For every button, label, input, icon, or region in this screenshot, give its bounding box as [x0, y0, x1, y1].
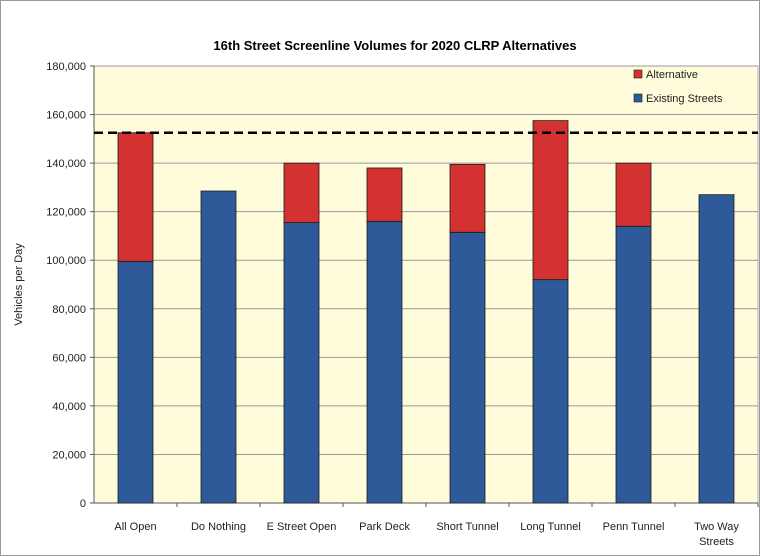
x-tick-label: Do Nothing: [191, 521, 246, 533]
legend-swatch: [633, 93, 643, 103]
bar-existing-streets: [698, 194, 735, 504]
bar-alternative: [615, 162, 652, 227]
x-tick-label: Penn Tunnel: [603, 521, 665, 533]
bar-alternative: [283, 162, 320, 223]
y-axis-label: Vehicles per Day: [13, 243, 25, 326]
x-tick-label-line: Streets: [699, 536, 734, 548]
x-tick-label-line: Two Way: [694, 521, 739, 533]
y-tick-label: 0: [80, 498, 86, 510]
legend-swatch: [633, 69, 643, 79]
x-tick-label-line: Long Tunnel: [520, 521, 581, 533]
y-tick-label: 40,000: [52, 401, 86, 413]
y-tick-label: 140,000: [46, 158, 86, 170]
y-tick-label: 100,000: [46, 255, 86, 267]
bar-existing-streets: [366, 220, 403, 504]
bar-alternative: [117, 132, 154, 262]
x-tick-label-line: Short Tunnel: [436, 521, 498, 533]
x-tick-label-line: Do Nothing: [191, 521, 246, 533]
x-tick-label: Long Tunnel: [520, 521, 581, 533]
bar-existing-streets: [449, 231, 486, 504]
x-tick-label: E Street Open: [267, 521, 337, 533]
x-tick-label-line: E Street Open: [267, 521, 337, 533]
y-tick-label: 60,000: [52, 352, 86, 364]
bar-existing-streets: [283, 222, 320, 504]
y-tick-label: 80,000: [52, 304, 86, 316]
bar-existing-streets: [200, 190, 237, 504]
bar-alternative: [532, 120, 569, 281]
plot-area: 0 20,000 40,000 60,000 80,000 100,000 120,000 1…: [46, 61, 759, 548]
bar-existing-streets: [532, 279, 569, 504]
y-tick-label: 160,000: [46, 110, 86, 122]
x-tick-label: Park Deck: [359, 521, 410, 533]
bar-alternative: [366, 167, 403, 222]
bar-existing-streets: [615, 225, 652, 504]
x-tick-label-line: Penn Tunnel: [603, 521, 665, 533]
x-tick-label: Short Tunnel: [436, 521, 498, 533]
legend-label: Existing Streets: [646, 93, 723, 105]
y-tick-label: 120,000: [46, 207, 86, 219]
legend-label: Alternative: [646, 69, 698, 81]
y-tick-label: 20,000: [52, 449, 86, 461]
bar-existing-streets: [117, 261, 154, 504]
x-tick-label: All Open: [114, 521, 156, 533]
legend: Alternative Existing Streets: [633, 69, 723, 105]
chart-title: 16th Street Screenline Volumes for 2020 …: [213, 38, 576, 53]
x-tick-label-line: Park Deck: [359, 521, 410, 533]
x-tick-label: Two Way Streets: [694, 521, 739, 548]
y-tick-label: 180,000: [46, 61, 86, 73]
x-tick-label-line: All Open: [114, 521, 156, 533]
bar-alternative: [449, 163, 486, 233]
